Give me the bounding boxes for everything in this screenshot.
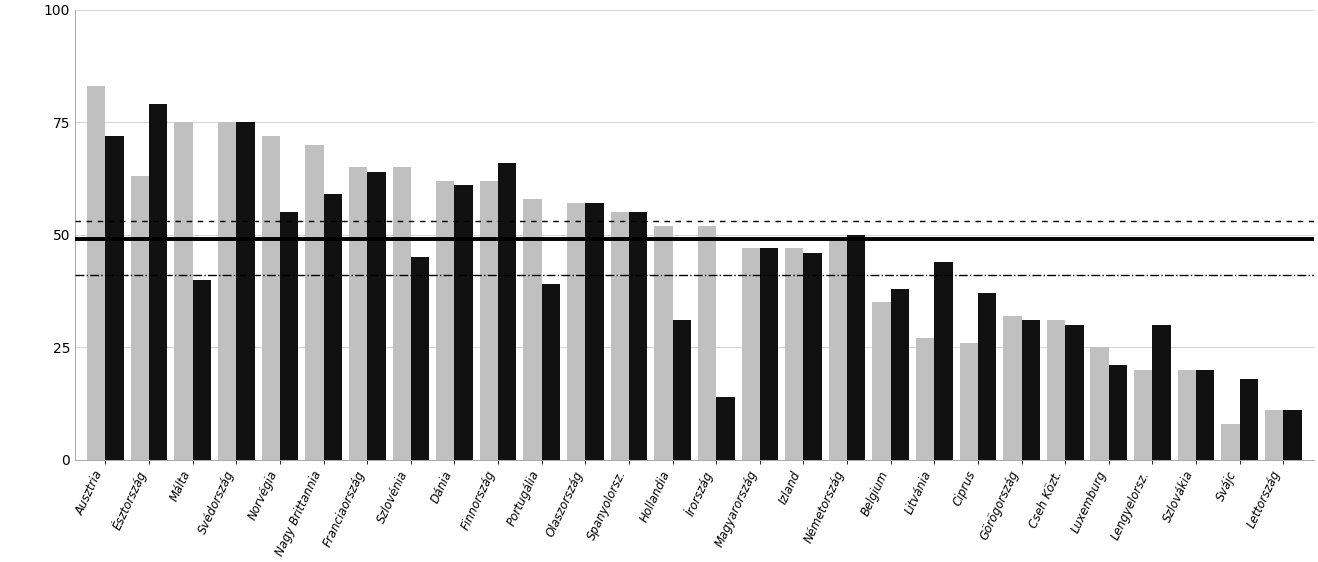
Bar — [542, 284, 560, 460]
Bar — [585, 203, 604, 460]
Bar — [1003, 316, 1021, 460]
Bar — [349, 167, 368, 460]
Bar — [87, 86, 105, 460]
Bar — [1240, 379, 1257, 460]
Bar — [829, 239, 847, 460]
Bar — [480, 180, 498, 460]
Bar — [130, 176, 149, 460]
Bar — [306, 144, 324, 460]
Bar — [393, 167, 411, 460]
Bar — [1195, 370, 1214, 460]
Bar — [960, 343, 978, 460]
Bar — [1108, 365, 1127, 460]
Bar — [567, 203, 585, 460]
Bar — [716, 397, 734, 460]
Bar — [610, 212, 629, 460]
Bar — [1222, 424, 1240, 460]
Bar — [236, 122, 254, 460]
Bar — [742, 248, 759, 460]
Bar — [324, 194, 341, 460]
Bar — [1178, 370, 1195, 460]
Bar — [523, 198, 542, 460]
Bar — [786, 248, 804, 460]
Bar — [436, 180, 455, 460]
Bar — [149, 104, 167, 460]
Bar — [654, 225, 672, 460]
Bar — [1021, 320, 1040, 460]
Bar — [1046, 320, 1065, 460]
Bar — [1090, 347, 1108, 460]
Bar — [174, 122, 192, 460]
Bar — [455, 185, 473, 460]
Bar — [759, 248, 778, 460]
Bar — [217, 122, 236, 460]
Bar — [262, 135, 279, 460]
Bar — [934, 262, 953, 460]
Bar — [498, 162, 517, 460]
Bar — [978, 293, 996, 460]
Bar — [279, 212, 298, 460]
Bar — [411, 257, 430, 460]
Bar — [1284, 410, 1302, 460]
Bar — [1152, 325, 1170, 460]
Bar — [629, 212, 647, 460]
Bar — [1133, 370, 1152, 460]
Bar — [105, 135, 124, 460]
Bar — [192, 280, 211, 460]
Bar — [1065, 325, 1083, 460]
Bar — [891, 289, 909, 460]
Bar — [368, 171, 386, 460]
Bar — [697, 225, 716, 460]
Bar — [916, 338, 934, 460]
Bar — [873, 302, 891, 460]
Bar — [804, 253, 821, 460]
Bar — [1265, 410, 1284, 460]
Bar — [847, 234, 866, 460]
Bar — [672, 320, 691, 460]
